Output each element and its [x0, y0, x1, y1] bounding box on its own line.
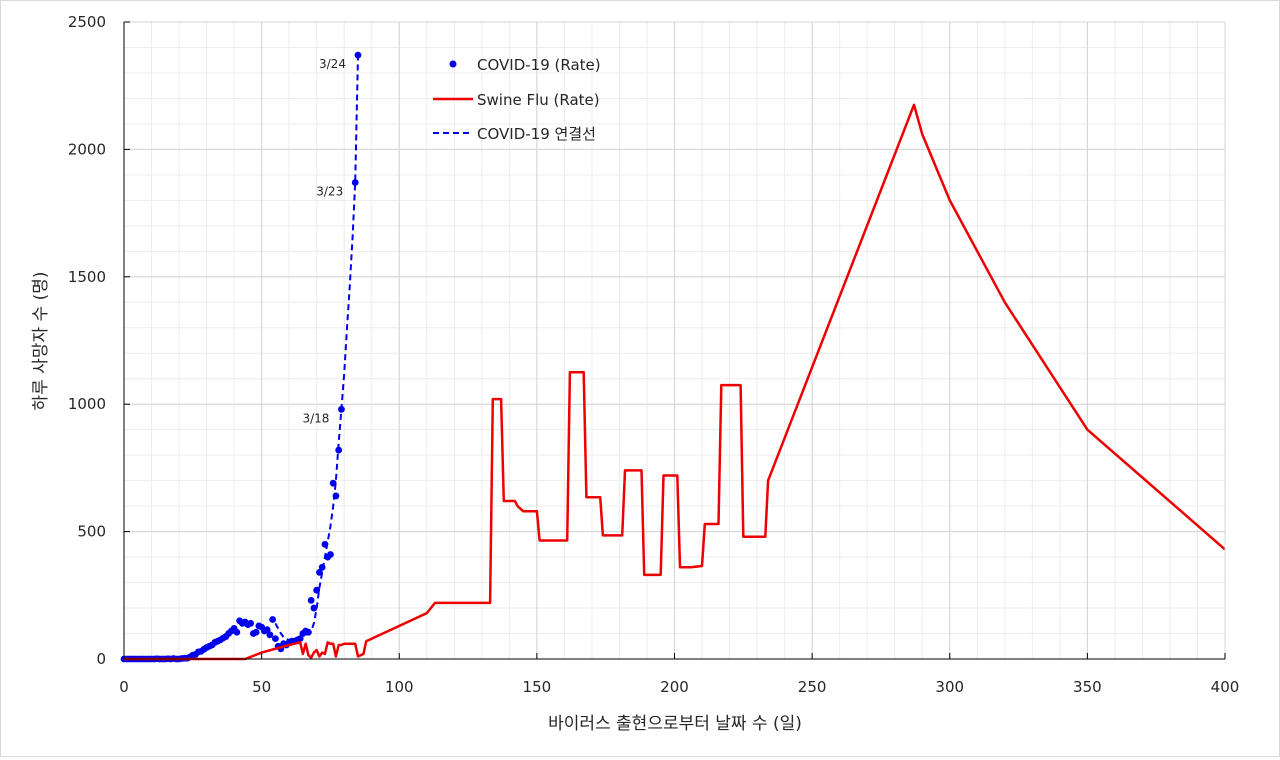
date-annotation: 3/18 — [302, 411, 329, 425]
covid-rate-point — [313, 586, 321, 594]
covid-rate-point — [266, 631, 274, 639]
covid-rate-point — [269, 616, 277, 623]
covid-rate-point — [247, 619, 255, 627]
tick-labels: 0 50 100 150 200 250 300 350 400 0 500 1000 1500 2000… — [68, 13, 1240, 696]
x-tick-label: 300 — [935, 678, 964, 696]
covid-rate-point — [271, 635, 279, 643]
legend-swine-flu-label: Swine Flu (Rate) — [477, 91, 600, 109]
y-tick-label: 1000 — [68, 395, 106, 413]
y-tick-label: 2500 — [68, 13, 106, 31]
legend-covid-rate-label: COVID-19 (Rate) — [477, 56, 601, 74]
covid-rate-point — [327, 551, 334, 558]
legend-covid-rate-marker — [449, 60, 457, 68]
covid-rate-point — [335, 446, 343, 454]
legend-covid-connector-label: COVID-19 연결선 — [477, 125, 596, 143]
y-tick-label: 2000 — [68, 140, 106, 158]
plot-area — [120, 51, 1226, 663]
x-tick-label: 50 — [252, 678, 271, 696]
covid-rate-point — [310, 604, 318, 612]
x-tick-label: 250 — [798, 678, 827, 696]
x-tick-label: 0 — [119, 678, 129, 696]
date-annotation: 3/24 — [319, 57, 346, 71]
covid-rate-point — [307, 596, 315, 604]
x-tick-label: 350 — [1073, 678, 1102, 696]
covid-rate-point — [263, 626, 271, 634]
y-axis-title: 하루 사망자 수 (명) — [31, 272, 51, 411]
y-tick-label: 500 — [77, 523, 106, 541]
series-covid-connector-line — [274, 55, 359, 641]
x-tick-label: 150 — [523, 678, 552, 696]
covid-rate-point — [252, 628, 260, 636]
x-tick-label: 400 — [1211, 678, 1240, 696]
series-covid-rate — [120, 51, 362, 663]
y-tick-label: 0 — [96, 650, 106, 668]
legend: COVID-19 (Rate) Swine Flu (Rate) COVID-1… — [433, 56, 601, 143]
point-annotations: 3/24 3/23 3/18 — [302, 57, 345, 425]
covid-rate-point — [233, 628, 241, 636]
covid-rate-point — [351, 179, 359, 186]
x-tick-label: 100 — [385, 678, 414, 696]
y-tick-label: 1500 — [68, 268, 106, 286]
axes — [123, 21, 1226, 660]
x-tick-label: 200 — [660, 678, 689, 696]
date-annotation: 3/23 — [316, 185, 343, 199]
series-swine-flu-rate-line — [124, 103, 1226, 661]
x-axis-title: 바이러스 출현으로부터 날짜 수 (일) — [548, 714, 802, 734]
